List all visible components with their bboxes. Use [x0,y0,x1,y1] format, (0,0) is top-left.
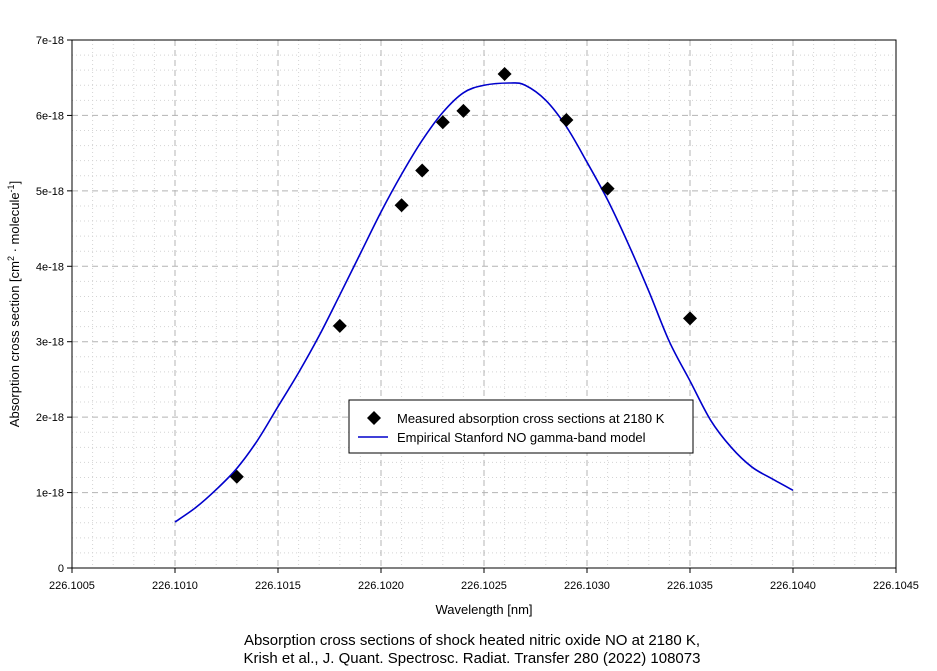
x-tick-label: 226.1010 [152,580,198,592]
y-tick-label: 3e-18 [36,337,64,349]
caption-line-1: Absorption cross sections of shock heate… [244,632,700,649]
measured-point [559,112,574,127]
x-tick-label: 226.1005 [49,580,95,592]
measured-point [332,318,347,333]
legend-entry-measured: Measured absorption cross sections at 21… [397,411,665,426]
model-curve-group [174,82,794,523]
measured-point [600,181,615,196]
y-axis-ticks: 0 1e-18 2e-18 3e-18 4e-18 5e-18 6e-18 7e-18 [36,35,72,575]
x-tick-label: 226.1015 [255,580,301,592]
caption-line-2: Krish et al., J. Quant. Spectrosc. Radia… [244,650,701,667]
y-tick-label: 4e-18 [36,261,64,273]
x-tick-label: 226.1035 [667,580,713,592]
measured-point [683,311,697,326]
y-axis-label-sup1: 2 [6,256,16,261]
legend-diamond-marker [367,411,381,425]
x-tick-label: 226.1025 [461,580,507,592]
legend-box [348,399,694,454]
y-tick-label: 0 [58,563,64,575]
measured-point [435,115,450,130]
y-tick-label: 1e-18 [36,488,64,500]
model-curve [174,82,794,523]
measured-point [394,198,409,213]
x-tick-label: 226.1040 [770,580,816,592]
x-axis-label: Wavelength [nm] [435,602,532,617]
measured-point [415,163,430,178]
y-axis-label-end: ] [7,181,22,185]
measured-point [456,103,471,118]
y-axis-label-main: Absorption cross section [cm [7,261,22,427]
y-axis-label-mid: · molecule [7,192,22,256]
x-axis-ticks: 226.1005 226.1010 226.1015 226.1020 226.1025… [49,568,919,592]
x-tick-label: 226.1030 [564,580,610,592]
y-axis-label: Absorption cross section [cm2 · molecule… [6,181,22,427]
measured-point [229,469,244,484]
x-tick-label: 226.1020 [358,580,404,592]
legend: Measured absorption cross sections at 21… [348,399,694,454]
y-tick-label: 5e-18 [36,186,64,198]
y-tick-label: 6e-18 [36,110,64,122]
y-axis-label-sup2: -1 [6,184,16,192]
measured-point [497,66,512,81]
measured-points-group [229,66,697,484]
legend-entry-model: Empirical Stanford NO gamma-band model [397,430,646,445]
x-tick-label: 226.1045 [873,580,919,592]
y-tick-label: 7e-18 [36,35,64,47]
y-tick-label: 2e-18 [36,412,64,424]
